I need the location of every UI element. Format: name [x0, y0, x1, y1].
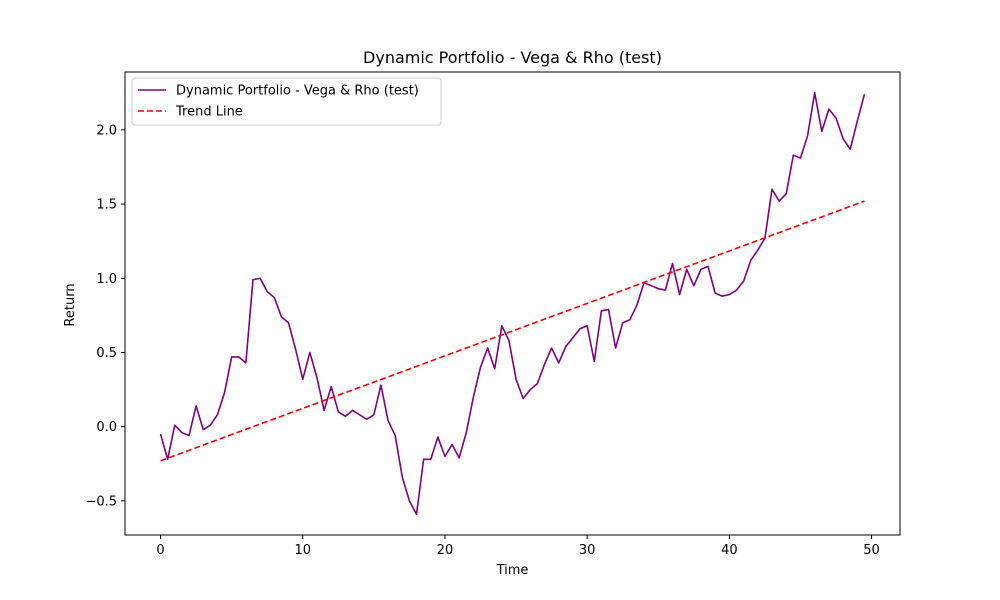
chart-title: Dynamic Portfolio - Vega & Rho (test): [363, 48, 662, 67]
y-tick-label: 1.5: [96, 198, 117, 213]
y-tick-label: −0.5: [85, 494, 117, 509]
y-tick-label: 0.0: [96, 420, 117, 435]
y-tick-label: 1.0: [96, 272, 117, 287]
y-tick-label: 0.5: [96, 346, 117, 361]
x-tick-label: 30: [579, 543, 596, 558]
series-line-trend: [160, 200, 865, 462]
legend-label: Trend Line: [175, 105, 243, 120]
x-tick-label: 40: [721, 543, 738, 558]
plot-frame: [124, 71, 901, 536]
x-tick-label: 50: [863, 543, 880, 558]
x-tick-label: 0: [156, 543, 164, 558]
x-axis: 0 10 20 30 40 50: [156, 535, 880, 558]
legend-box: [131, 77, 442, 126]
x-tick-label: 10: [294, 543, 311, 558]
y-tick-label: 2.0: [96, 123, 117, 138]
y-axis-label: Return: [63, 283, 78, 326]
x-tick-label: 20: [437, 543, 454, 558]
x-axis-label: Time: [496, 563, 529, 578]
plot-area: [124, 71, 901, 536]
legend: Dynamic Portfolio - Vega & Rho (test) Tre…: [131, 77, 442, 126]
series-line-portfolio: [159, 91, 866, 516]
legend-label: Dynamic Portfolio - Vega & Rho (test): [176, 84, 419, 99]
y-axis: −0.5 0.0 0.5 1.0 1.5 2.0: [85, 123, 125, 509]
series-layer: [159, 91, 866, 516]
